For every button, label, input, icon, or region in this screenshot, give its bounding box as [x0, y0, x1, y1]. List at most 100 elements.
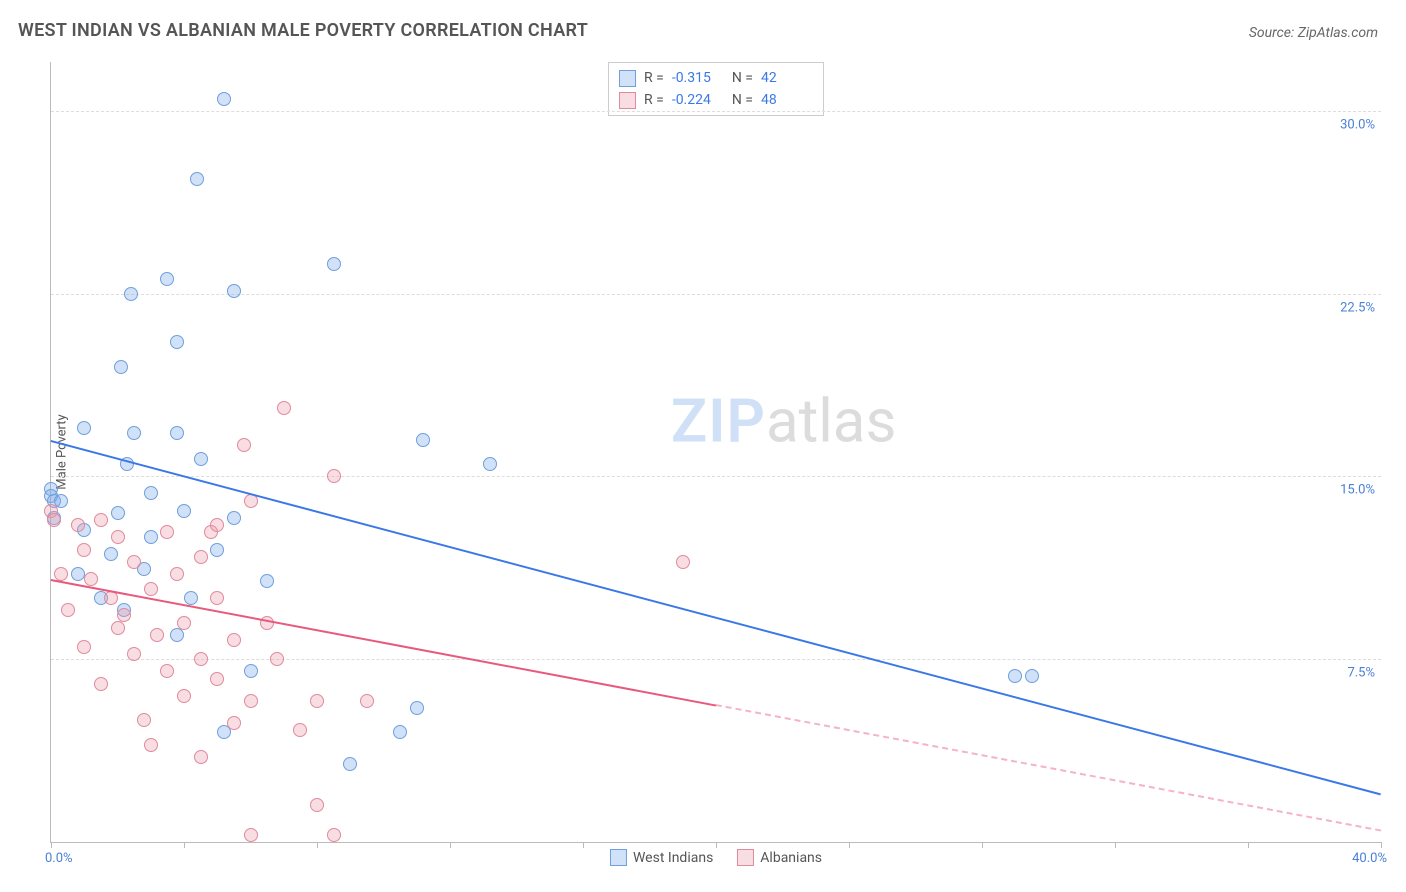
- data-point: [260, 574, 274, 588]
- x-tick: [583, 842, 584, 848]
- data-point: [293, 723, 307, 737]
- data-point: [177, 616, 191, 630]
- data-point: [47, 513, 61, 527]
- y-tick-label: 7.5%: [1347, 666, 1375, 681]
- x-tick: [1381, 842, 1382, 848]
- data-point: [194, 452, 208, 466]
- data-point: [676, 555, 690, 569]
- data-point: [137, 713, 151, 727]
- data-point: [227, 716, 241, 730]
- y-tick-label: 22.5%: [1340, 300, 1375, 315]
- plot-region: ZIPatlas R = -0.315 N = 42 R = -0.224 N …: [50, 62, 1381, 843]
- legend-swatch-1: [610, 849, 627, 866]
- data-point: [227, 284, 241, 298]
- data-point: [54, 567, 68, 581]
- x-tick: [1248, 842, 1249, 848]
- x-axis-max-label: 40.0%: [1352, 851, 1387, 866]
- stats-row-series2: R = -0.224 N = 48: [619, 89, 813, 111]
- data-point: [310, 798, 324, 812]
- stat-n-label: N =: [732, 89, 753, 111]
- watermark: ZIPatlas: [671, 385, 897, 456]
- bottom-legend: West Indians Albanians: [610, 849, 822, 866]
- data-point: [227, 633, 241, 647]
- stat-n-value-2: 48: [761, 89, 813, 111]
- data-point: [71, 567, 85, 581]
- data-point: [111, 506, 125, 520]
- data-point: [84, 572, 98, 586]
- data-point: [483, 457, 497, 471]
- data-point: [343, 757, 357, 771]
- data-point: [127, 555, 141, 569]
- data-point: [410, 701, 424, 715]
- data-point: [190, 172, 204, 186]
- x-tick: [849, 842, 850, 848]
- stat-n-label: N =: [732, 67, 753, 89]
- data-point: [393, 725, 407, 739]
- data-point: [170, 426, 184, 440]
- chart-area: Male Poverty ZIPatlas R = -0.315 N = 42 …: [50, 62, 1380, 842]
- data-point: [277, 401, 291, 415]
- watermark-zip: ZIP: [671, 385, 766, 456]
- data-point: [210, 672, 224, 686]
- grid-line: [51, 294, 1381, 295]
- correlation-stats-box: R = -0.315 N = 42 R = -0.224 N = 48: [608, 62, 824, 116]
- data-point: [194, 750, 208, 764]
- data-point: [144, 582, 158, 596]
- data-point: [170, 335, 184, 349]
- data-point: [144, 486, 158, 500]
- data-point: [77, 543, 91, 557]
- data-point: [150, 628, 164, 642]
- swatch-series1: [619, 70, 636, 87]
- data-point: [61, 603, 75, 617]
- data-point: [114, 360, 128, 374]
- source-link[interactable]: ZipAtlas.com: [1298, 25, 1378, 41]
- x-tick: [1115, 842, 1116, 848]
- data-point: [310, 694, 324, 708]
- trend-line: [51, 579, 716, 706]
- legend-label-2: Albanians: [760, 850, 822, 866]
- data-point: [177, 689, 191, 703]
- stat-r-label: R =: [644, 67, 664, 89]
- legend-item-1: West Indians: [610, 849, 713, 866]
- data-point: [1025, 669, 1039, 683]
- data-point: [327, 257, 341, 271]
- data-point: [170, 567, 184, 581]
- x-tick: [184, 842, 185, 848]
- data-point: [327, 469, 341, 483]
- data-point: [160, 272, 174, 286]
- y-tick-label: 30.0%: [1340, 117, 1375, 132]
- source-attribution: Source: ZipAtlas.com: [1249, 25, 1378, 41]
- data-point: [124, 287, 138, 301]
- grid-line: [51, 659, 1381, 660]
- data-point: [111, 530, 125, 544]
- data-point: [210, 591, 224, 605]
- data-point: [104, 547, 118, 561]
- grid-line: [51, 476, 1381, 477]
- grid-line: [51, 111, 1381, 112]
- data-point: [210, 543, 224, 557]
- watermark-atlas: atlas: [766, 385, 896, 456]
- data-point: [144, 738, 158, 752]
- legend-item-2: Albanians: [737, 849, 822, 866]
- x-tick: [450, 842, 451, 848]
- data-point: [194, 652, 208, 666]
- legend-label-1: West Indians: [633, 850, 713, 866]
- data-point: [160, 664, 174, 678]
- data-point: [244, 828, 258, 842]
- data-point: [360, 694, 374, 708]
- data-point: [184, 591, 198, 605]
- source-prefix: Source:: [1249, 25, 1298, 41]
- data-point: [111, 621, 125, 635]
- data-point: [144, 530, 158, 544]
- data-point: [127, 647, 141, 661]
- data-point: [227, 511, 241, 525]
- stat-r-label: R =: [644, 89, 664, 111]
- data-point: [217, 92, 231, 106]
- data-point: [94, 677, 108, 691]
- stats-row-series1: R = -0.315 N = 42: [619, 67, 813, 89]
- data-point: [160, 525, 174, 539]
- x-tick: [317, 842, 318, 848]
- data-point: [194, 550, 208, 564]
- x-tick: [982, 842, 983, 848]
- x-tick: [716, 842, 717, 848]
